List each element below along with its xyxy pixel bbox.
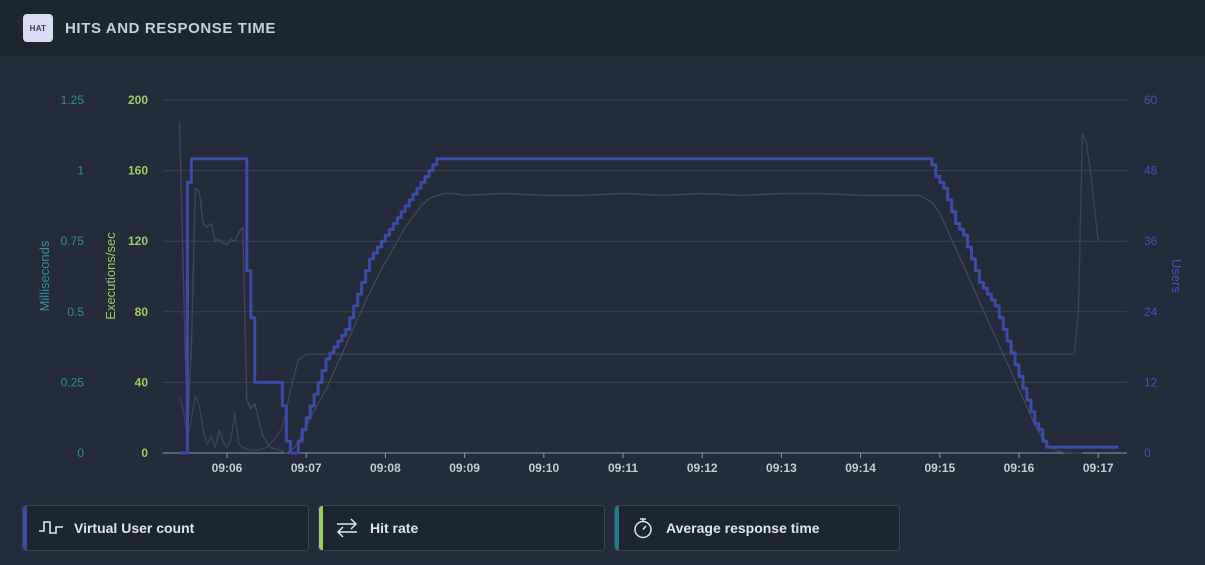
x-tick-label: 09:14 — [845, 461, 876, 475]
swap-arrows-icon — [334, 517, 360, 539]
y-tick-ms: 0.75 — [61, 234, 85, 248]
x-tick-label: 09:13 — [766, 461, 797, 475]
x-tick-label: 09:07 — [291, 461, 322, 475]
y-tick-users: 24 — [1144, 305, 1158, 319]
y-tick-exec: 80 — [135, 305, 149, 319]
y-tick-ms: 0 — [77, 446, 84, 460]
y-tick-ms: 0.25 — [61, 375, 85, 389]
y-tick-users: 0 — [1144, 446, 1151, 460]
y-tick-users: 36 — [1144, 234, 1158, 248]
y-tick-users: 48 — [1144, 164, 1158, 178]
legend-color-bar — [319, 506, 323, 550]
x-tick-label: 09:12 — [687, 461, 718, 475]
legend-virtual-user-count[interactable]: Virtual User count — [22, 505, 309, 551]
legend-color-bar — [23, 506, 27, 550]
series-line-hit-rate — [178, 121, 1083, 454]
x-tick-label: 09:15 — [924, 461, 955, 475]
series-line-virtual-user-count — [179, 157, 1118, 455]
y-tick-users: 60 — [1144, 93, 1158, 107]
y-axis-title-users: Users — [1169, 259, 1184, 293]
x-tick-label: 09:08 — [370, 461, 401, 475]
header: HAT HITS AND RESPONSE TIME — [0, 0, 1205, 56]
x-tick-label: 09:17 — [1083, 461, 1114, 475]
y-tick-exec: 200 — [128, 93, 148, 107]
step-wave-icon — [38, 517, 64, 539]
y-tick-exec: 40 — [135, 375, 149, 389]
y-tick-exec: 0 — [141, 446, 148, 460]
legend-label: Average response time — [666, 520, 820, 536]
x-tick-label: 09:06 — [212, 461, 243, 475]
y-tick-exec: 160 — [128, 164, 148, 178]
x-tick-label: 09:10 — [528, 461, 559, 475]
series-line-average-response-time — [178, 133, 1099, 451]
legend-label: Virtual User count — [74, 520, 195, 536]
hits-response-chart: 0 0 0 0.25 40 12 0.5 80 24 0.75 120 36 1 160 48 1.25 200… — [37, 93, 1184, 475]
y-tick-exec: 120 — [128, 234, 148, 248]
y-axis-title-ms: Milliseconds — [37, 240, 52, 311]
legend-label: Hit rate — [370, 520, 419, 536]
y-tick-ms: 0.5 — [67, 305, 84, 319]
legend-color-bar — [615, 506, 619, 550]
x-tick-label: 09:11 — [608, 461, 638, 475]
stopwatch-icon — [630, 517, 656, 539]
page-title: HITS AND RESPONSE TIME — [65, 19, 276, 37]
legend-average-response-time[interactable]: Average response time — [614, 505, 900, 551]
y-axis-title-exec: Executions/sec — [103, 232, 118, 320]
y-tick-users: 12 — [1144, 375, 1158, 389]
logo-badge: HAT — [23, 14, 53, 42]
y-tick-ms: 1.25 — [61, 93, 85, 107]
x-tick-label: 09:16 — [1004, 461, 1035, 475]
legend-hit-rate[interactable]: Hit rate — [318, 505, 605, 551]
y-tick-ms: 1 — [77, 164, 84, 178]
x-tick-label: 09:09 — [449, 461, 480, 475]
